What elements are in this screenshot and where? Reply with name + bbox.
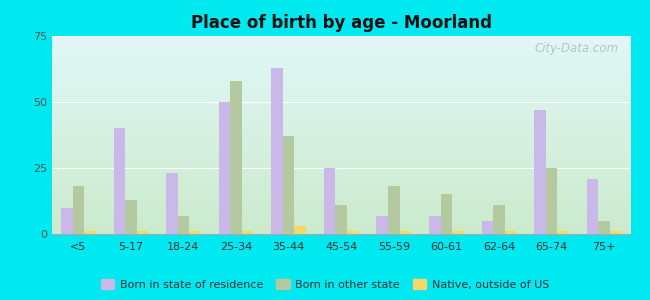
Bar	[125, 200, 136, 234]
Title: Place of birth by age - Moorland: Place of birth by age - Moorland	[190, 14, 492, 32]
Bar	[271, 68, 283, 234]
Bar	[400, 231, 411, 234]
Bar	[587, 178, 599, 234]
Bar	[166, 173, 177, 234]
Legend: Born in state of residence, Born in other state, Native, outside of US: Born in state of residence, Born in othe…	[96, 275, 554, 294]
Bar	[230, 81, 242, 234]
Bar	[493, 205, 505, 234]
Bar	[177, 215, 189, 234]
Bar	[558, 231, 569, 234]
Bar	[452, 231, 464, 234]
Bar	[189, 231, 201, 234]
Bar	[84, 231, 96, 234]
Bar	[429, 215, 441, 234]
Bar	[482, 221, 493, 234]
Bar	[61, 208, 73, 234]
Bar	[534, 110, 546, 234]
Bar	[283, 136, 294, 234]
Bar	[218, 102, 230, 234]
Bar	[599, 221, 610, 234]
Bar	[546, 168, 558, 234]
Bar	[136, 231, 148, 234]
Bar	[505, 231, 516, 234]
Bar	[114, 128, 125, 234]
Bar	[347, 231, 359, 234]
Bar	[335, 205, 347, 234]
Bar	[388, 187, 400, 234]
Bar	[441, 194, 452, 234]
Bar	[324, 168, 335, 234]
Bar	[376, 215, 388, 234]
Bar	[242, 231, 254, 234]
Bar	[610, 231, 621, 234]
Bar	[73, 187, 84, 234]
Bar	[294, 226, 306, 234]
Text: City-Data.com: City-Data.com	[535, 42, 619, 55]
